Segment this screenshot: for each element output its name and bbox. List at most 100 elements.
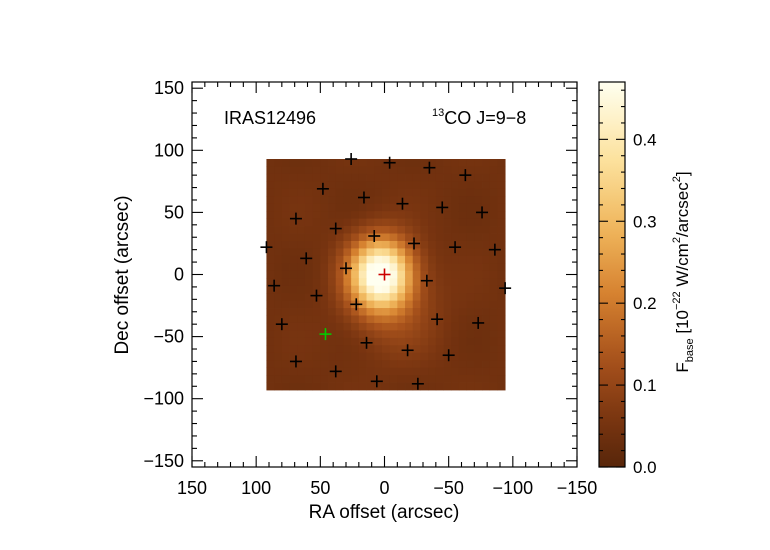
map-pixel	[405, 308, 414, 316]
map-pixel	[381, 166, 391, 175]
map-pixel	[412, 360, 421, 369]
map-pixel	[289, 367, 298, 376]
map-pixel	[374, 218, 383, 227]
map-pixel	[466, 181, 475, 190]
map-pixel	[281, 345, 290, 354]
map-pixel	[274, 285, 283, 294]
map-pixel	[266, 211, 275, 220]
map-pixel	[443, 352, 452, 361]
map-pixel	[351, 255, 360, 264]
map-pixel	[266, 330, 275, 339]
map-pixel	[274, 248, 283, 257]
map-pixel	[397, 367, 406, 376]
map-pixel	[266, 218, 275, 227]
map-pixel	[274, 188, 283, 197]
map-pixel	[489, 360, 498, 369]
map-pixel	[458, 211, 468, 220]
map-pixel	[274, 226, 283, 234]
map-pixel	[474, 308, 483, 316]
map-pixel	[274, 203, 283, 212]
map-pixel	[405, 270, 414, 279]
map-pixel	[328, 188, 337, 197]
map-pixel	[458, 360, 468, 369]
map-pixel	[405, 300, 414, 309]
map-pixel	[405, 330, 414, 339]
map-pixel	[274, 322, 283, 331]
map-pixel	[435, 375, 444, 383]
map-pixel	[297, 159, 306, 167]
map-pixel	[389, 300, 398, 309]
map-pixel	[451, 322, 460, 331]
map-pixel	[320, 218, 329, 227]
map-pixel	[366, 218, 375, 227]
map-pixel	[466, 330, 475, 339]
map-pixel	[482, 159, 491, 167]
map-pixel	[435, 352, 444, 361]
map-pixel	[320, 345, 329, 354]
map-pixel	[435, 382, 444, 391]
map-pixel	[412, 240, 421, 249]
map-pixel	[335, 382, 344, 391]
map-pixel	[397, 173, 406, 182]
map-pixel	[381, 255, 391, 264]
map-pixel	[389, 375, 398, 383]
map-pixel	[281, 278, 290, 287]
map-pixel	[405, 293, 414, 301]
map-pixel	[412, 159, 421, 167]
map-pixel	[281, 270, 290, 279]
map-pixel	[381, 218, 391, 227]
map-pixel	[297, 308, 306, 316]
map-pixel	[289, 240, 298, 249]
map-pixel	[451, 293, 460, 301]
map-pixel	[328, 159, 337, 167]
map-pixel	[328, 300, 337, 309]
map-pixel	[351, 345, 360, 354]
map-pixel	[497, 203, 506, 212]
colorbar-tick-label: 0.2	[633, 294, 657, 313]
map-pixel	[412, 337, 421, 346]
map-pixel	[435, 255, 444, 264]
map-pixel	[443, 278, 452, 287]
map-pixel	[335, 330, 344, 339]
map-pixel	[466, 308, 475, 316]
colorbar-ticks	[599, 89, 625, 468]
detector-marker	[488, 243, 501, 256]
map-pixel	[281, 300, 290, 309]
map-pixel	[497, 263, 506, 272]
map-pixel	[466, 188, 475, 197]
map-pixel	[358, 308, 367, 316]
map-pixel	[443, 375, 452, 383]
map-pixel	[405, 248, 414, 257]
map-pixel	[343, 308, 352, 316]
map-pixel	[412, 285, 421, 294]
map-pixel	[328, 173, 337, 182]
map-pixel	[297, 173, 306, 182]
map-pixel	[281, 255, 290, 264]
map-pixel	[412, 211, 421, 220]
map-pixel	[297, 367, 306, 376]
map-pixel	[482, 211, 491, 220]
map-pixel	[351, 308, 360, 316]
map-pixel	[466, 226, 475, 234]
map-pixel	[451, 367, 460, 376]
map-pixel	[482, 300, 491, 309]
map-pixel	[281, 375, 290, 383]
map-pixel	[405, 337, 414, 346]
map-pixel	[328, 308, 337, 316]
map-pixel	[366, 240, 375, 249]
map-pixel	[304, 203, 314, 212]
map-pixel	[420, 330, 429, 339]
map-pixel	[397, 181, 406, 190]
map-pixel	[466, 248, 475, 257]
map-pixel	[466, 166, 475, 175]
map-pixel	[489, 382, 498, 391]
map-pixel	[274, 173, 283, 182]
map-pixel	[489, 375, 498, 383]
detector-marker	[316, 182, 329, 195]
map-pixel	[320, 352, 329, 361]
map-pixel	[304, 233, 314, 242]
map-pixel	[428, 233, 437, 242]
map-pixel	[281, 352, 290, 361]
map-pixel	[289, 337, 298, 346]
map-pixel	[366, 248, 375, 257]
